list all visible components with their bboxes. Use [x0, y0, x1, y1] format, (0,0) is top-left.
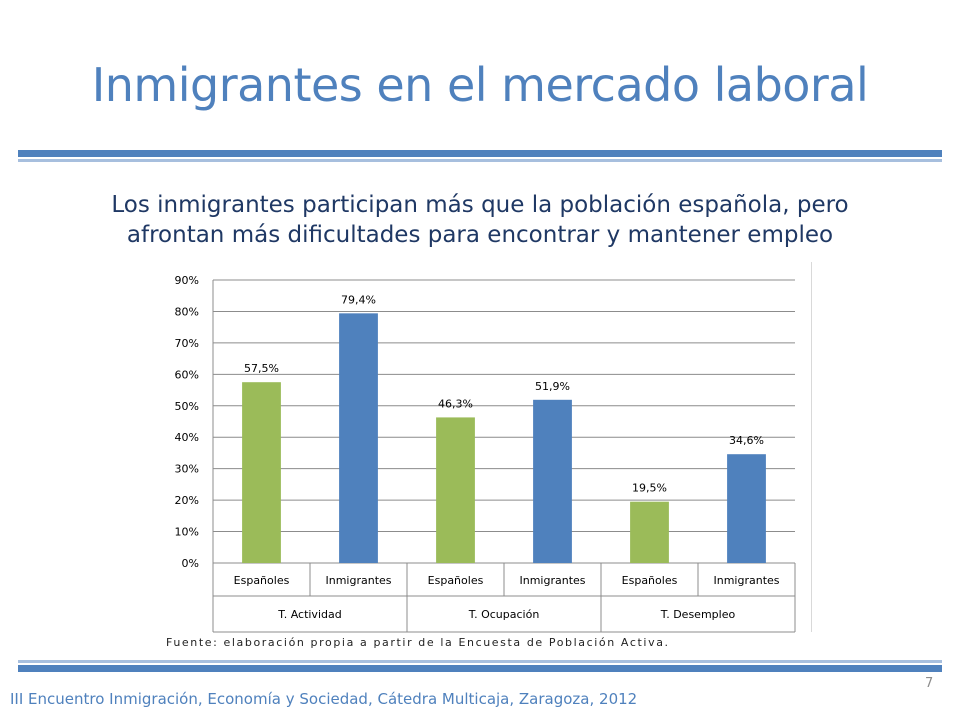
y-tick-label: 70% — [175, 337, 199, 350]
bar-value-label: 79,4% — [341, 293, 376, 306]
bar-value-label: 46,3% — [438, 397, 473, 410]
y-tick-label: 50% — [175, 400, 199, 413]
bar — [242, 382, 281, 563]
bar — [727, 454, 766, 563]
slide-subtitle: Los inmigrantes participan más que la po… — [0, 190, 960, 250]
category-label: Inmigrantes — [519, 574, 585, 587]
slide-title: Inmigrantes en el mercado laboral — [91, 58, 869, 112]
chart-right-border — [811, 262, 812, 632]
bar-chart: 0% 10% 20% 30% 40% 50% 60% 70% 80% 90% 57,5% Españo… — [175, 274, 796, 633]
subtitle-line-1: Los inmigrantes participan más que la po… — [111, 192, 849, 218]
bar-value-label: 57,5% — [244, 362, 279, 375]
bar — [533, 399, 572, 563]
y-tick-label: 20% — [175, 494, 199, 507]
category-label: Españoles — [234, 574, 290, 587]
top-divider — [18, 150, 942, 162]
bar-value-label: 34,6% — [729, 434, 764, 447]
group-label: T. Desempleo — [660, 608, 736, 621]
category-label: Españoles — [428, 574, 484, 587]
y-tick-label: 10% — [175, 526, 199, 539]
y-tick-label: 30% — [175, 463, 199, 476]
bar-value-label: 51,9% — [535, 380, 570, 393]
source-note: Fuente: elaboración propia a partir de l… — [166, 636, 670, 649]
page-number: 7 — [925, 676, 934, 691]
y-tick-label: 80% — [175, 305, 199, 318]
bar-value-label: 19,5% — [632, 482, 667, 495]
footer-text: III Encuentro Inmigración, Economía y So… — [10, 690, 638, 708]
subtitle-line-2: afrontan más dificultades para encontrar… — [126, 222, 834, 248]
bottom-divider — [18, 660, 942, 672]
bar — [339, 313, 378, 563]
bar — [630, 501, 669, 563]
y-tick-label: 60% — [175, 368, 199, 381]
group-label: T. Ocupación — [468, 608, 540, 621]
category-label: Inmigrantes — [325, 574, 391, 587]
category-label: Españoles — [622, 574, 678, 587]
group-label: T. Actividad — [277, 608, 341, 621]
y-tick-label: 0% — [182, 557, 199, 570]
y-tick-label: 40% — [175, 431, 199, 444]
bar — [436, 417, 475, 563]
y-tick-label: 90% — [175, 274, 199, 287]
category-label: Inmigrantes — [713, 574, 779, 587]
